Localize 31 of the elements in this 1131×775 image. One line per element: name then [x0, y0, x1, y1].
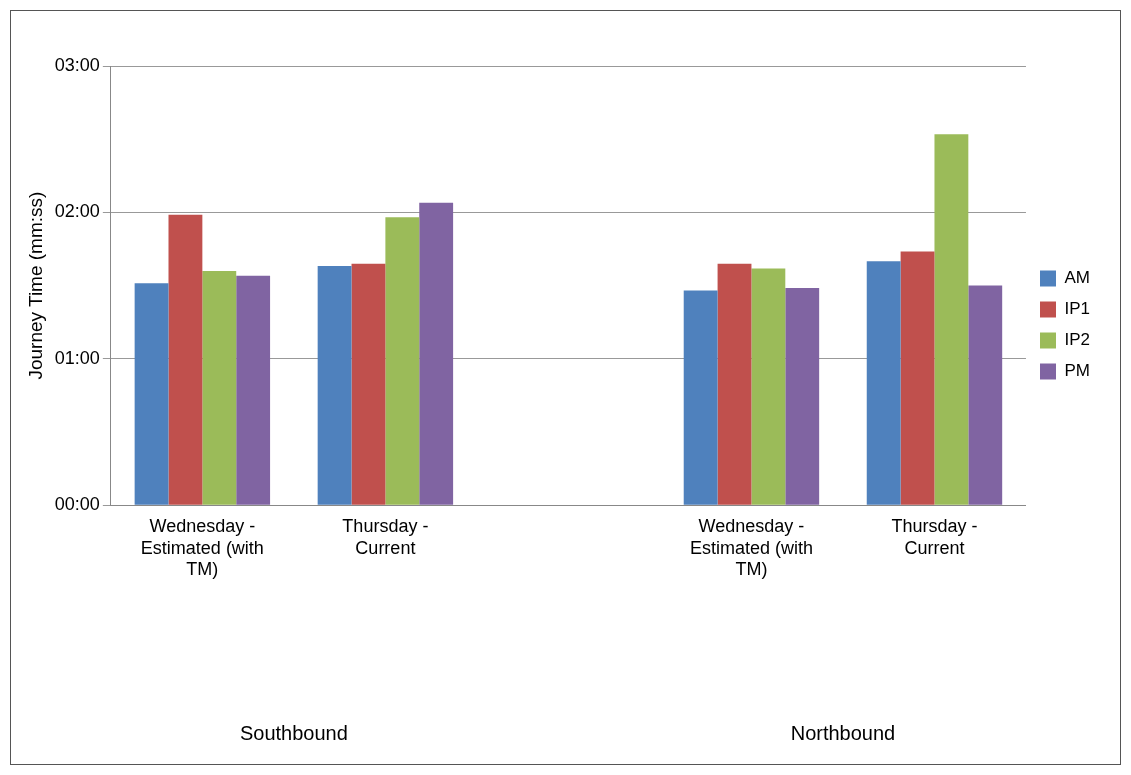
- bar: [934, 134, 969, 505]
- legend-label: IP1: [1064, 299, 1091, 319]
- text: Southbound: [239, 721, 348, 744]
- y-tick-label: 01:00: [54, 347, 100, 368]
- x-tick-label: Wednesday - Estimated (with TM): [140, 515, 264, 580]
- x-tick-label: Thursday - Current: [342, 515, 429, 558]
- bar: [202, 270, 237, 505]
- bar: [385, 217, 420, 505]
- y-tick-label: 02:00: [54, 201, 100, 222]
- x-tick-label: Wednesday - Estimated (with TM): [689, 515, 813, 580]
- bar: [351, 263, 386, 505]
- y-tick-label: 03:00: [54, 54, 100, 75]
- bar: [717, 263, 752, 505]
- bar: [968, 285, 1003, 505]
- bar: [419, 202, 454, 505]
- legend-label: AM: [1064, 268, 1090, 288]
- bar: [317, 266, 352, 505]
- bar: [168, 214, 203, 505]
- legend-label: PM: [1064, 361, 1090, 381]
- legend-label: IP2: [1064, 330, 1091, 350]
- x-tick-label: Thursday - Current: [891, 515, 978, 558]
- bar: [900, 251, 935, 505]
- bar: [751, 268, 786, 505]
- bar: [866, 261, 901, 505]
- y-tick-label: 00:00: [54, 494, 100, 515]
- bar: [134, 283, 169, 505]
- bar: [683, 290, 718, 505]
- bar: [785, 288, 820, 505]
- bar: [236, 275, 271, 505]
- y-axis-title: Journey Time (mm:ss): [24, 191, 46, 380]
- text: Northbound: [790, 721, 896, 744]
